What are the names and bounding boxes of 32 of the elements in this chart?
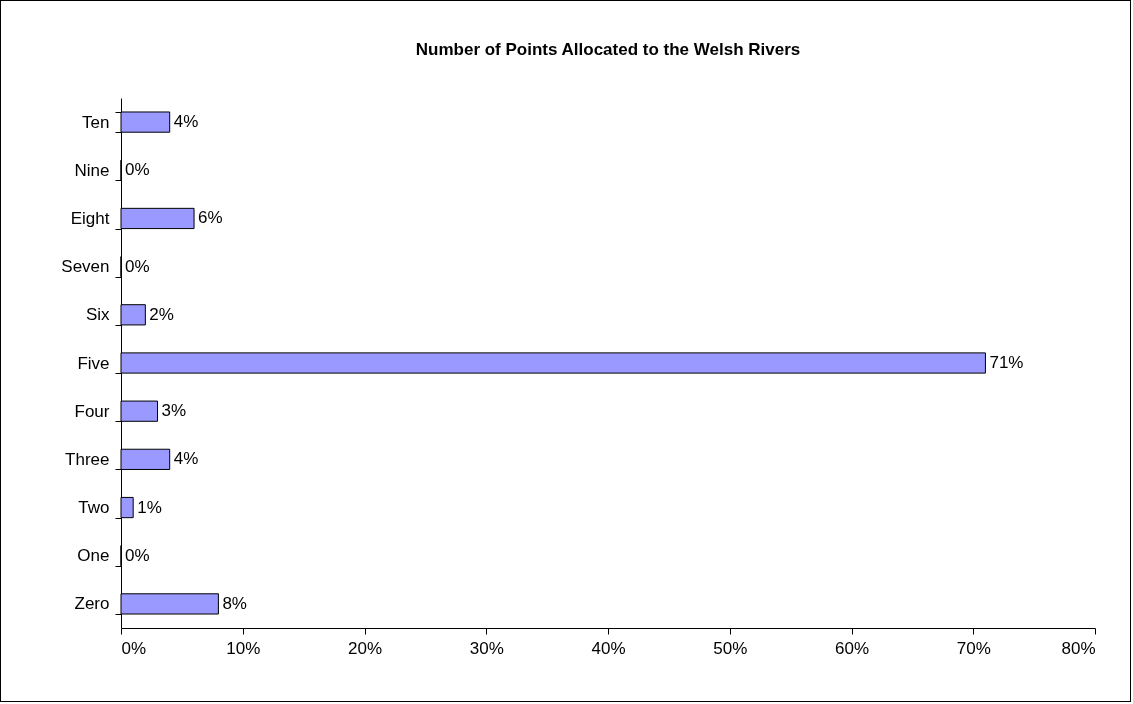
data-label: 4% bbox=[173, 449, 199, 469]
y-tick-label: Nine bbox=[74, 160, 110, 180]
data-label: 1% bbox=[137, 497, 162, 517]
data-label: 2% bbox=[149, 304, 174, 324]
y-tick-label: Three bbox=[65, 449, 110, 469]
x-tick-label: 60% bbox=[834, 638, 870, 658]
data-label: 8% bbox=[222, 593, 247, 613]
x-tick-label: 30% bbox=[469, 638, 504, 658]
x-tick-label: 20% bbox=[347, 638, 383, 658]
y-tick-label: One bbox=[77, 546, 110, 566]
x-tick-label: 80% bbox=[1061, 638, 1096, 658]
y-tick-label: Seven bbox=[61, 257, 110, 277]
x-tick-label: 10% bbox=[226, 638, 261, 658]
y-tick-label: Zero bbox=[74, 594, 110, 614]
y-tick-label: Five bbox=[77, 353, 110, 373]
x-tick-label: 40% bbox=[591, 638, 626, 658]
data-label: 0% bbox=[125, 545, 150, 565]
data-label: 6% bbox=[198, 208, 223, 228]
y-tick-label: Two bbox=[78, 498, 110, 518]
data-label: 71% bbox=[989, 353, 1024, 372]
y-tick-label: Eight bbox=[70, 208, 110, 228]
x-tick-label: 0% bbox=[121, 638, 147, 658]
data-label: 3% bbox=[161, 401, 187, 421]
y-tick-label: Six bbox=[85, 305, 110, 325]
data-label: 0% bbox=[125, 256, 150, 276]
x-tick-label: 50% bbox=[713, 638, 748, 658]
data-label: 0% bbox=[125, 160, 150, 180]
x-tick-label: 70% bbox=[956, 638, 991, 658]
chart-title: Number of Points Allocated to the Welsh Rivers bbox=[415, 40, 801, 59]
y-tick-label: Four bbox=[74, 401, 110, 421]
data-label: 4% bbox=[173, 112, 199, 132]
y-tick-label: Ten bbox=[82, 112, 110, 132]
